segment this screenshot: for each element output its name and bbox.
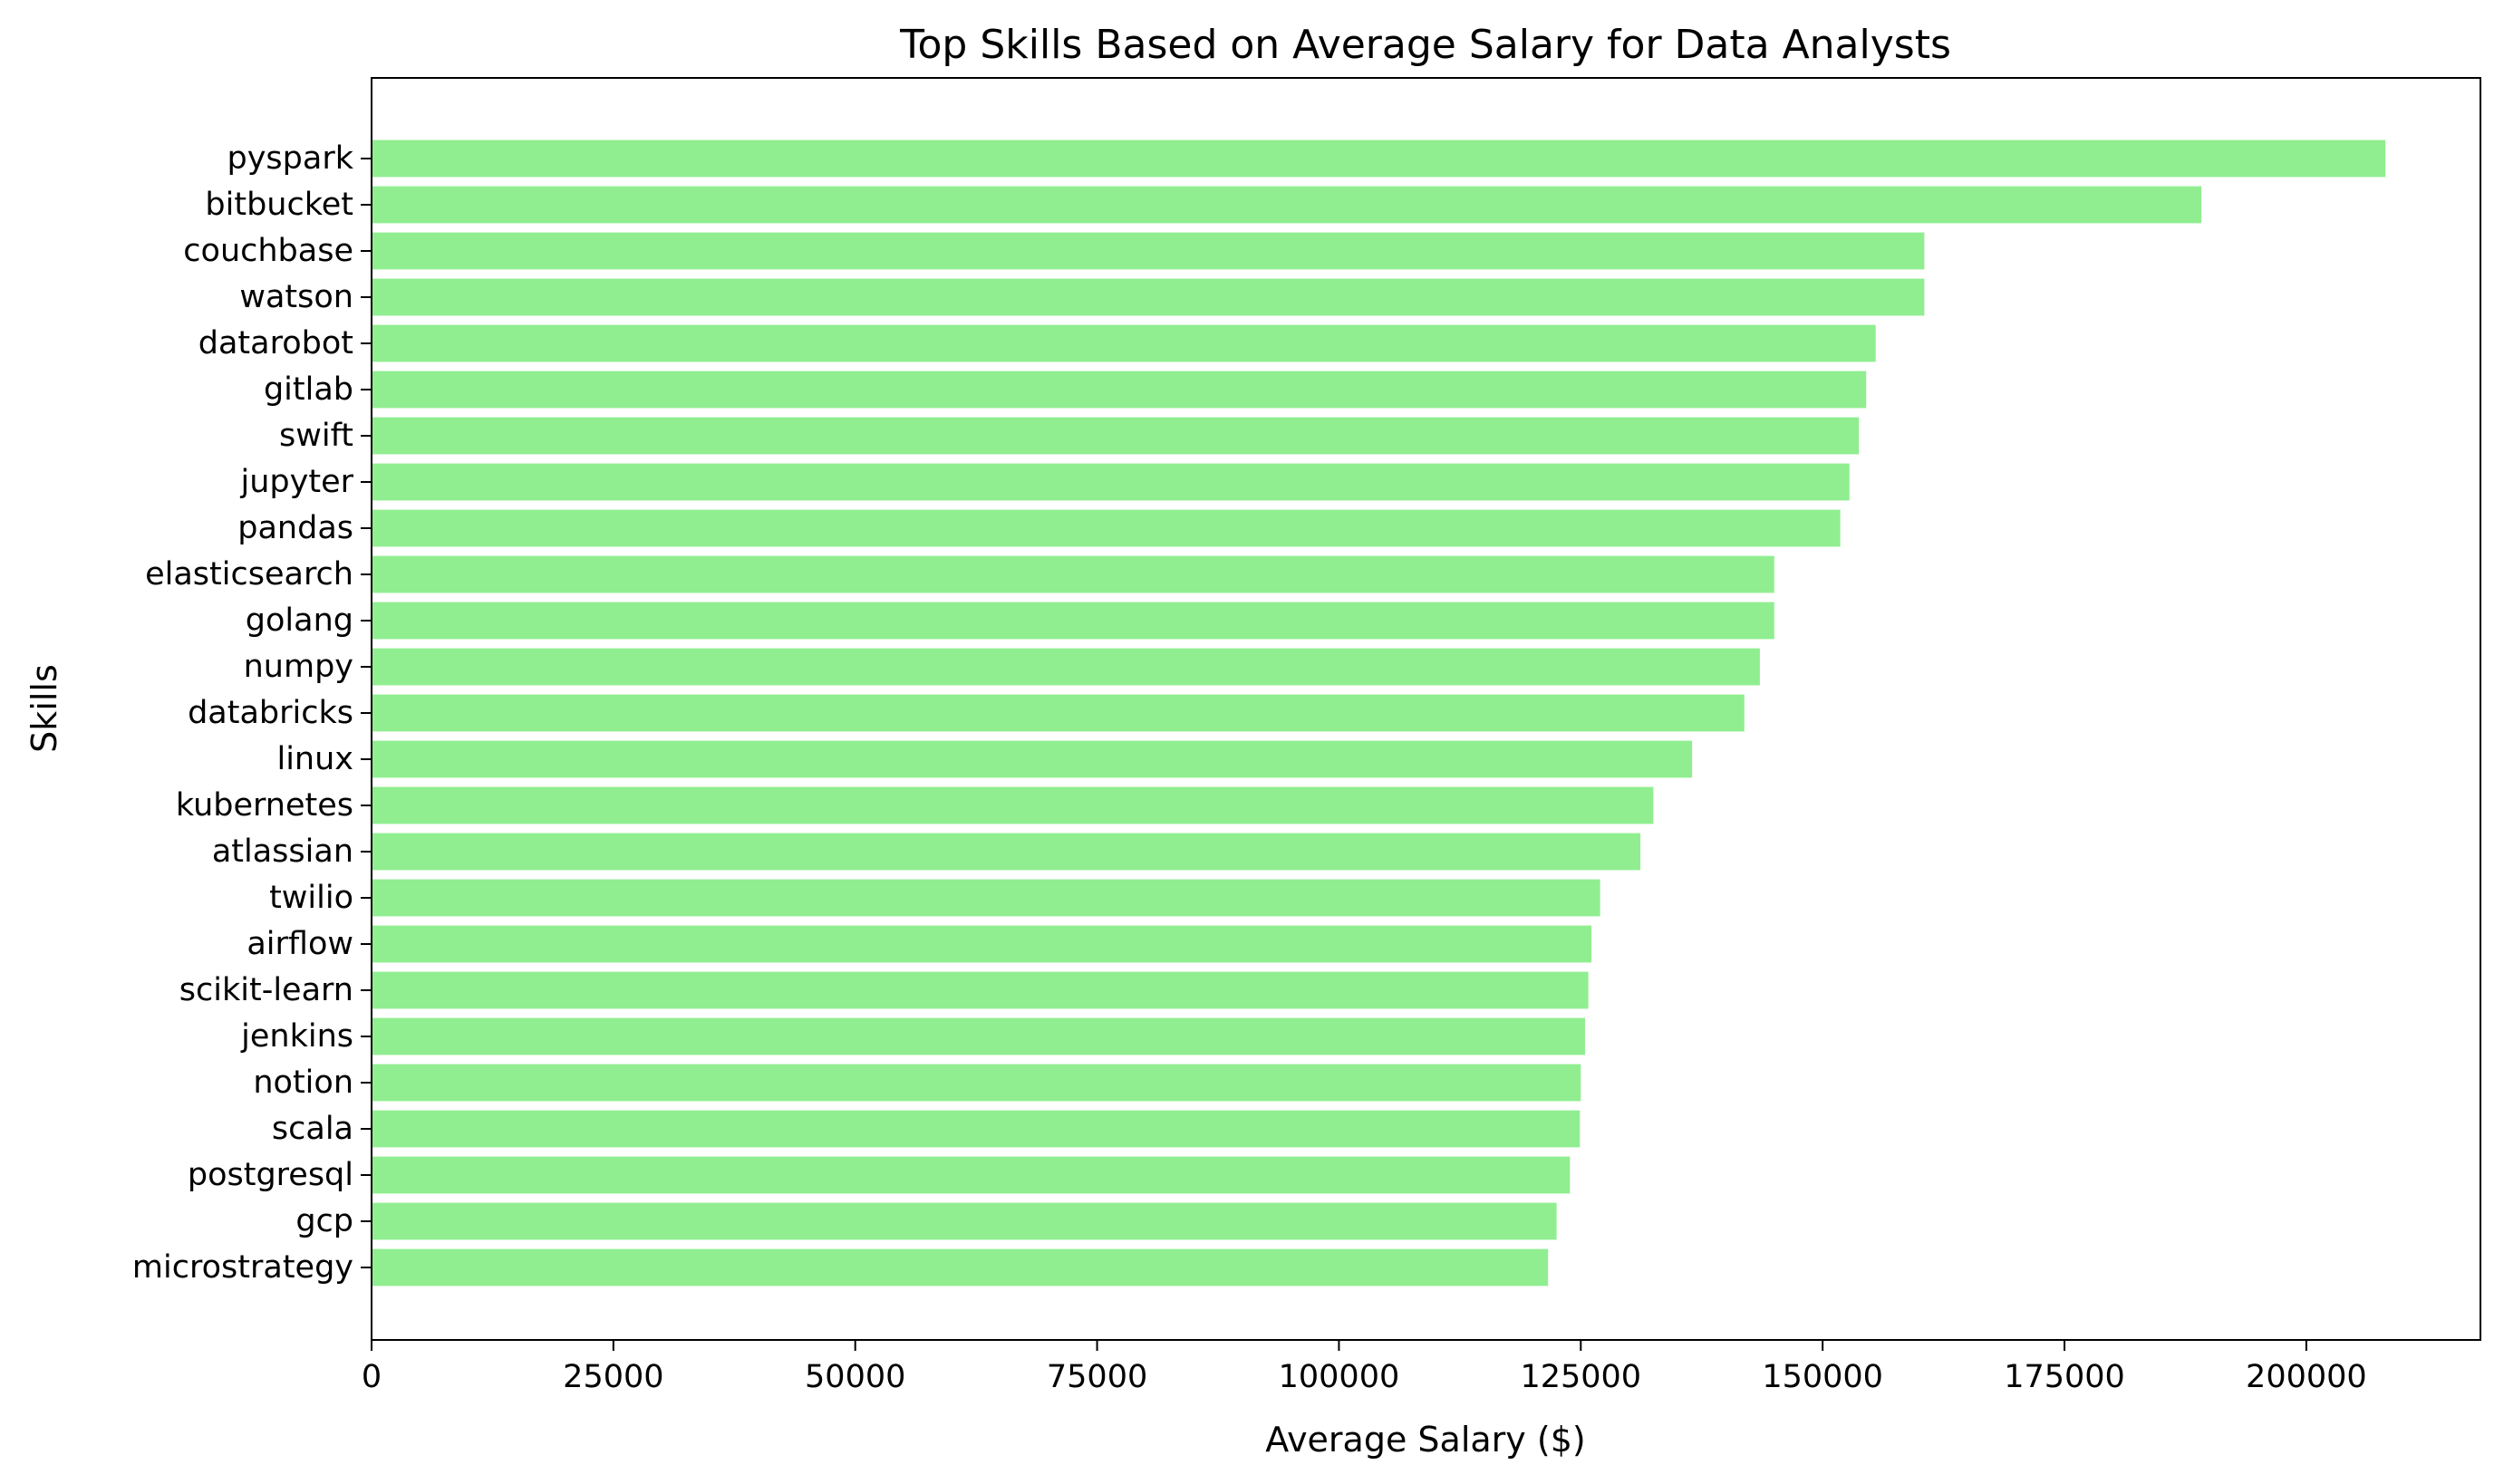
x-tick-label: 150000	[1762, 1359, 1883, 1395]
y-tick-label-atlassian: atlassian	[212, 834, 353, 870]
y-tick-label-numpy: numpy	[244, 649, 353, 685]
y-tick-label-kubernetes: kubernetes	[176, 787, 353, 824]
y-tick-label-scala: scala	[272, 1111, 353, 1147]
bar-airflow	[372, 925, 1592, 963]
y-tick-label-notion: notion	[253, 1065, 353, 1101]
bar-postgresql	[372, 1156, 1571, 1194]
bar-linux	[372, 740, 1693, 778]
y-tick-label-watson: watson	[239, 279, 353, 315]
y-tick-label-pandas: pandas	[237, 510, 353, 546]
bar-gitlab	[372, 371, 1867, 409]
x-tick-label: 200000	[2246, 1359, 2367, 1395]
x-tick-label: 125000	[1520, 1359, 1641, 1395]
bar-kubernetes	[372, 786, 1654, 824]
x-tick-label: 50000	[805, 1359, 905, 1395]
bar-pyspark	[372, 140, 2386, 178]
bar-jupyter	[372, 463, 1850, 501]
chart-title: Top Skills Based on Average Salary for D…	[899, 22, 1951, 68]
bar-databricks	[372, 694, 1745, 732]
bar-golang	[372, 602, 1774, 640]
bar-couchbase	[372, 232, 1925, 270]
y-tick-label-linux: linux	[276, 741, 353, 777]
bar-swift	[372, 417, 1860, 455]
x-tick-label: 175000	[2004, 1359, 2125, 1395]
y-tick-label-couchbase: couchbase	[183, 233, 353, 269]
x-tick-label: 100000	[1279, 1359, 1400, 1395]
bar-scala	[372, 1110, 1581, 1148]
bar-pandas	[372, 509, 1841, 547]
plot-frame	[371, 77, 2481, 1341]
bar-gcp	[372, 1202, 1557, 1240]
y-tick-label-twilio: twilio	[269, 880, 353, 916]
bar-scikit-learn	[372, 971, 1589, 1009]
y-tick-label-scikit-learn: scikit-learn	[179, 972, 353, 1008]
bar-bitbucket	[372, 186, 2202, 224]
bar-notion	[372, 1064, 1581, 1102]
bar-microstrategy	[372, 1248, 1549, 1286]
y-axis-label: Skills	[24, 664, 64, 753]
y-tick-label-airflow: airflow	[247, 926, 353, 962]
y-tick-label-gitlab: gitlab	[264, 371, 353, 408]
y-tick-label-bitbucket: bitbucket	[205, 187, 353, 223]
x-tick-label: 25000	[563, 1359, 663, 1395]
x-ticks-group: 0 25000 50000 75000 100000 125000 150000 175000…	[362, 1340, 2367, 1395]
bar-elasticsearch	[372, 555, 1774, 593]
bars-group	[372, 140, 2386, 1286]
y-tick-label-datarobot: datarobot	[198, 325, 353, 361]
y-tick-label-microstrategy: microstrategy	[132, 1249, 353, 1286]
bar-datarobot	[372, 324, 1876, 362]
bar-numpy	[372, 648, 1760, 686]
bar-atlassian	[372, 833, 1641, 871]
y-ticks-group: pyspark bitbucket couchbase watson datarobot…	[132, 140, 372, 1286]
x-axis-label: Average Salary ($)	[1265, 1420, 1585, 1460]
y-tick-label-elasticsearch: elasticsearch	[145, 556, 353, 593]
y-tick-label-pyspark: pyspark	[227, 140, 354, 177]
bar-watson	[372, 278, 1925, 316]
bar-twilio	[372, 879, 1600, 917]
y-tick-label-jenkins: jenkins	[240, 1018, 353, 1055]
y-tick-label-golang: golang	[246, 602, 353, 639]
y-tick-label-postgresql: postgresql	[188, 1157, 353, 1193]
y-tick-label-jupyter: jupyter	[240, 464, 354, 500]
y-tick-label-gcp: gcp	[295, 1203, 353, 1239]
y-tick-label-swift: swift	[279, 418, 353, 454]
x-tick-label: 0	[362, 1359, 382, 1395]
y-tick-label-databricks: databricks	[188, 695, 353, 731]
bar-jenkins	[372, 1017, 1585, 1055]
x-tick-label: 75000	[1047, 1359, 1147, 1395]
